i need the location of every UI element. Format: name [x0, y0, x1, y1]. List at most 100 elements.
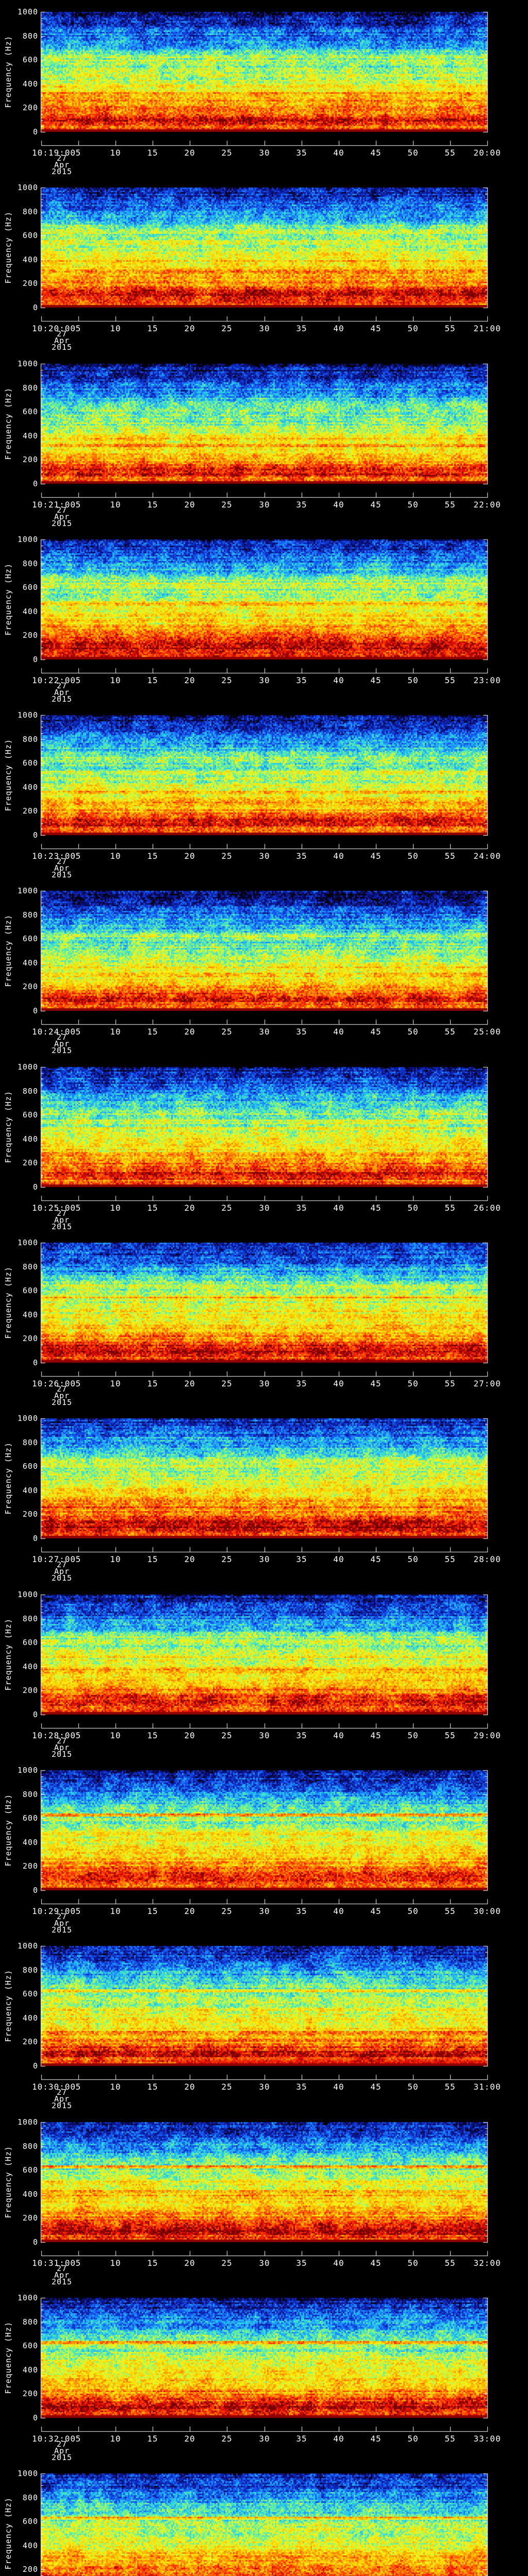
y-tick-label-600: 600	[22, 1462, 38, 1471]
x-start-time-label: 10:23:00	[32, 851, 76, 861]
x-tick-label-5s: 5	[75, 675, 81, 685]
y-axis-title: Frequency (Hz)	[3, 2122, 13, 2242]
y-tick-label-0: 0	[32, 1358, 38, 1367]
x-tick-label-35s: 35	[296, 2258, 307, 2268]
x-tick-label-25s: 25	[221, 1027, 233, 1037]
spectrogram-panel-10-27-00: Frequency (Hz) 0 200 400 600 800 1000 10:27:00 5…	[0, 1406, 528, 1583]
y-tick-label-0: 0	[32, 1006, 38, 1015]
x-end-time-label: 32:00	[473, 2258, 501, 2268]
x-tick-label-40s: 40	[333, 1906, 344, 1916]
y-axis-title: Frequency (Hz)	[3, 188, 13, 308]
x-tick-label-10s: 10	[110, 2258, 121, 2268]
y-tick-label-1000: 1000	[17, 1414, 38, 1423]
x-tick-label-15s: 15	[147, 2434, 158, 2444]
y-tick-label-800: 800	[22, 2317, 38, 2327]
x-tick-label-40s: 40	[333, 1554, 344, 1564]
x-end-time-label: 21:00	[473, 324, 501, 333]
date-line-1: Apr	[54, 1919, 70, 1928]
x-tick-label-15s: 15	[147, 1731, 158, 1740]
y-tick-label-400: 400	[22, 79, 38, 89]
x-tick-label-50s: 50	[407, 1554, 419, 1564]
date-label: 27 Apr 2015	[33, 2265, 91, 2286]
x-tick-label-10s: 10	[110, 851, 121, 861]
x-tick-label-55s: 55	[444, 1379, 456, 1388]
x-end-time-label: 31:00	[473, 2082, 501, 2092]
y-tick-label-200: 200	[22, 2565, 38, 2574]
y-tick-label-600: 600	[22, 2341, 38, 2350]
y-axis-title: Frequency (Hz)	[3, 2298, 13, 2418]
x-end-time-label: 30:00	[473, 1906, 501, 1916]
y-axis-title: Frequency (Hz)	[3, 1595, 13, 1715]
x-end-time-label: 29:00	[473, 1731, 501, 1740]
date-line-1: Apr	[54, 1391, 70, 1400]
x-tick-label-25s: 25	[221, 148, 233, 158]
x-tick-label-15s: 15	[147, 1906, 158, 1916]
x-tick-label-40s: 40	[333, 1203, 344, 1213]
y-tick-label-1000: 1000	[17, 1941, 38, 1951]
y-axis-title-text: Frequency (Hz)	[4, 387, 13, 460]
x-tick-label-5s: 5	[75, 1379, 81, 1388]
x-tick-label-30s: 30	[259, 1731, 270, 1740]
y-tick-label-200: 200	[22, 279, 38, 288]
date-line-1: Apr	[54, 160, 70, 170]
x-tick-label-55s: 55	[444, 2258, 456, 2268]
x-start-time-label: 10:29:00	[32, 1906, 76, 1916]
y-tick-label-1000: 1000	[17, 7, 38, 16]
x-start-time-label: 10:30:00	[32, 2082, 76, 2092]
x-tick-label-30s: 30	[259, 2082, 270, 2092]
y-axis-title: Frequency (Hz)	[3, 1946, 13, 2066]
spectrogram-panel-10-23-00: Frequency (Hz) 0 200 400 600 800 1000 10:23:00 5…	[0, 703, 528, 879]
y-tick-label-1000: 1000	[17, 1590, 38, 1599]
spectrogram-heatmap-canvas	[0, 2462, 528, 2576]
x-tick-label-30s: 30	[259, 675, 270, 685]
x-tick-label-25s: 25	[221, 1203, 233, 1213]
date-label: 27 Apr 2015	[33, 155, 91, 176]
y-tick-label-800: 800	[22, 1087, 38, 1096]
y-tick-label-800: 800	[22, 383, 38, 393]
y-tick-label-800: 800	[22, 1614, 38, 1623]
date-line-2: 2015	[51, 2101, 73, 2110]
x-start-time-label: 10:26:00	[32, 1379, 76, 1388]
y-axis-title-text: Frequency (Hz)	[4, 1794, 13, 1867]
y-tick-label-200: 200	[22, 2037, 38, 2046]
y-tick-label-800: 800	[22, 1438, 38, 1447]
x-tick-label-5s: 5	[75, 324, 81, 333]
date-label: 27 Apr 2015	[33, 682, 91, 703]
x-tick-label-5s: 5	[75, 1203, 81, 1213]
y-tick-label-200: 200	[22, 2389, 38, 2398]
x-tick-label-15s: 15	[147, 324, 158, 333]
y-axis-title: Frequency (Hz)	[3, 891, 13, 1011]
x-tick-label-20s: 20	[184, 1379, 195, 1388]
x-tick-label-35s: 35	[296, 2082, 307, 2092]
x-tick-label-30s: 30	[259, 324, 270, 333]
x-tick-label-20s: 20	[184, 1906, 195, 1916]
y-tick-label-800: 800	[22, 559, 38, 568]
date-line-0: 27	[56, 505, 68, 515]
date-label: 27 Apr 2015	[33, 858, 91, 879]
x-tick-label-40s: 40	[333, 324, 344, 333]
y-tick-label-1000: 1000	[17, 183, 38, 192]
x-tick-label-10s: 10	[110, 1027, 121, 1037]
x-tick-label-15s: 15	[147, 2082, 158, 2092]
y-tick-label-800: 800	[22, 1790, 38, 1799]
x-tick-label-15s: 15	[147, 148, 158, 158]
x-tick-label-35s: 35	[296, 1379, 307, 1388]
y-tick-label-600: 600	[22, 2165, 38, 2175]
x-tick-label-5s: 5	[75, 851, 81, 861]
y-axis-title: Frequency (Hz)	[3, 1067, 13, 1187]
y-tick-label-0: 0	[32, 2061, 38, 2071]
x-start-time-label: 10:31:00	[32, 2258, 76, 2268]
y-tick-label-1000: 1000	[17, 2117, 38, 2127]
y-axis-title-text: Frequency (Hz)	[4, 1266, 13, 1339]
spectrogram-panel-10-31-00: Frequency (Hz) 0 200 400 600 800 1000 10:31:00 5…	[0, 2110, 528, 2286]
spectrogram-heatmap-canvas	[0, 1934, 528, 2110]
spectrogram-heatmap-canvas	[0, 879, 528, 1055]
date-label: 27 Apr 2015	[33, 1210, 91, 1231]
x-tick-label-50s: 50	[407, 851, 419, 861]
x-tick-label-5s: 5	[75, 500, 81, 510]
x-start-time-label: 10:20:00	[32, 324, 76, 333]
y-tick-label-800: 800	[22, 2142, 38, 2151]
spectrogram-heatmap-canvas	[0, 2286, 528, 2462]
x-tick-label-45s: 45	[370, 1027, 382, 1037]
